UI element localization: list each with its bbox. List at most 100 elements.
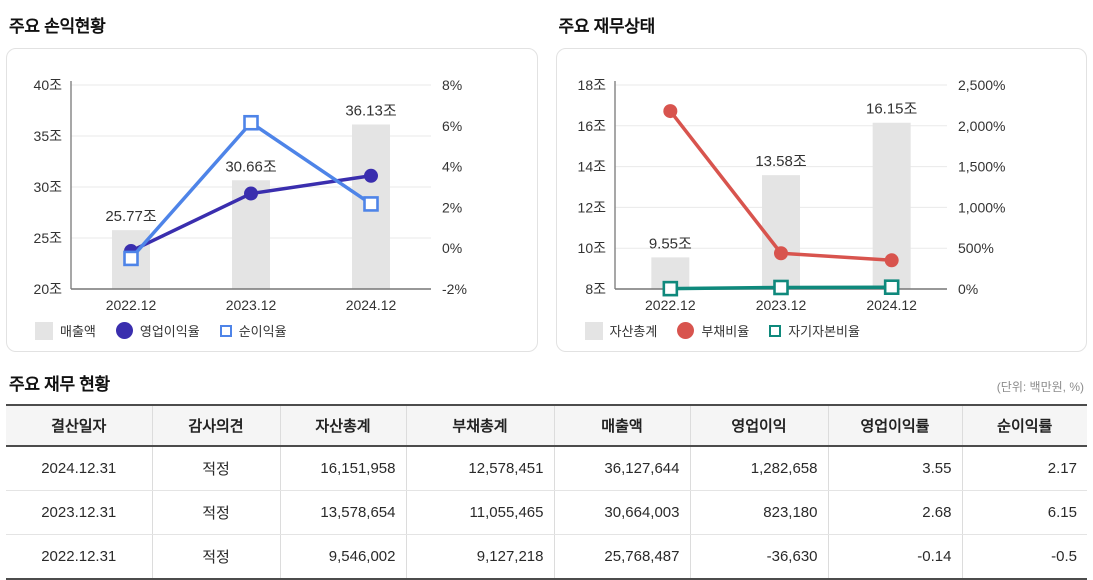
right-axis-tick-label: 0%	[442, 240, 462, 256]
table-row: 2023.12.31 적정 13,578,654 11,055,465 30,664,0…	[6, 490, 1087, 535]
table-cell: 2022.12.31	[6, 534, 152, 580]
circle-marker	[662, 104, 677, 119]
right-axis-tick-label: 8%	[442, 77, 462, 93]
table-header-cell: 영업이익	[689, 404, 828, 447]
table-cell: 36,127,644	[553, 446, 690, 491]
table-cell: -36,630	[689, 534, 828, 580]
left-axis-tick-label: 20조	[34, 281, 63, 297]
square-marker	[662, 280, 678, 297]
table-cell: 9,127,218	[405, 534, 554, 580]
profit-chart-card: 20조 25조 30조 35조 40조 -2% 0% 2% 4% 6% 8% 25.77조 30.66조…	[6, 48, 538, 352]
bar	[761, 175, 800, 289]
financial-chart-card: 8조 10조 12조 14조 16조 18조 0% 500% 1,000% 1,500% 2,000…	[555, 48, 1087, 352]
circle-marker-icon	[677, 322, 695, 339]
profit-combo-chart: 20조 25조 30조 35조 40조 -2% 0% 2% 4% 6% 8% 25.77조 30.66조…	[34, 77, 467, 313]
square-marker	[883, 279, 899, 295]
x-axis-tick-label: 2022.12	[645, 297, 696, 313]
financial-table-section: 주요 재무 현황 (단위: 백만원, %) 결산일자 감사의견 자산총계 부채총계 매출…	[0, 352, 1093, 580]
right-axis-tick-label: 1,000%	[958, 199, 1005, 215]
table-header-cell: 영업이익률	[827, 404, 962, 447]
square-marker	[243, 114, 259, 131]
legend-item-bar: 자산총계	[584, 321, 658, 340]
square-marker-icon	[769, 324, 782, 337]
bar-swatch-icon	[35, 321, 53, 340]
legend-item-bar: 매출액	[35, 321, 96, 340]
table-header-row: 주요 재무 현황 (단위: 백만원, %)	[6, 370, 1087, 404]
table-cell: 3.55	[827, 446, 962, 491]
legend-label: 자기자본비율	[788, 324, 860, 339]
table-header-cell: 자산총계	[279, 404, 406, 447]
x-axis-tick-label: 2024.12	[866, 297, 917, 313]
table-cell: 1,282,658	[689, 446, 828, 491]
table-cell: 2.68	[827, 490, 962, 535]
square-marker	[772, 279, 789, 296]
left-axis-tick-label: 35조	[34, 128, 63, 144]
table-title: 주요 재무 현황	[9, 375, 110, 394]
left-axis-tick-label: 16조	[577, 118, 606, 134]
table-cell: 6.15	[961, 490, 1087, 535]
circle-marker	[884, 253, 899, 268]
table-header-cell: 부채총계	[405, 404, 554, 447]
table-cell: 2024.12.31	[6, 446, 152, 491]
table-cell: 16,151,958	[279, 446, 406, 491]
legend-label: 영업이익율	[139, 324, 200, 339]
table-cell: 2.17	[961, 446, 1087, 491]
bar-value-label: 9.55조	[648, 235, 691, 252]
left-axis-tick-label: 40조	[34, 77, 63, 93]
table-cell: 13,578,654	[279, 490, 406, 535]
charts-row: 주요 손익현황 20조 25조 30조 35조 40조 -2% 0% 2% 4% 6% 8% 25.7…	[6, 10, 1087, 352]
circle-marker-icon	[115, 322, 133, 339]
table-cell: -0.5	[961, 534, 1087, 580]
financial-chart-title: 주요 재무상태	[558, 17, 656, 36]
legend-item-line: 부채비율	[677, 321, 749, 340]
legend-item-line: 자기자본비율	[769, 321, 860, 340]
table-header-cell: 순이익률	[961, 404, 1087, 447]
table-cell: 적정	[151, 490, 280, 535]
right-axis-tick-label: -2%	[442, 281, 467, 297]
legend-label: 부채비율	[701, 324, 750, 339]
table-cell: 25,768,487	[553, 534, 690, 580]
legend-item-line: 순이익율	[219, 321, 287, 340]
legend-label: 매출액	[60, 324, 96, 339]
left-axis-tick-label: 25조	[34, 230, 63, 246]
x-axis-tick-label: 2022.12	[106, 297, 157, 313]
table-cell: -0.14	[827, 534, 962, 580]
table-body: 2024.12.31 적정 16,151,958 12,578,451 36,127,6…	[6, 446, 1087, 580]
left-axis-tick-label: 8조	[585, 281, 606, 297]
table-header-cell: 감사의견	[151, 404, 280, 447]
square-marker	[363, 196, 379, 212]
right-axis-tick-label: 2,500%	[958, 77, 1005, 93]
table-header-cell: 결산일자	[6, 404, 152, 447]
right-axis-tick-label: 4%	[442, 159, 462, 175]
table-cell: 2023.12.31	[6, 490, 152, 535]
profit-chart-section: 주요 손익현황 20조 25조 30조 35조 40조 -2% 0% 2% 4% 6% 8% 25.7…	[6, 10, 538, 352]
unit-note: (단위: 백만원, %)	[996, 380, 1084, 394]
right-axis-tick-label: 6%	[442, 118, 462, 134]
left-axis-tick-label: 12조	[577, 199, 606, 215]
table-cell: 적정	[151, 446, 280, 491]
bar-value-label: 16.15조	[865, 101, 917, 118]
circle-marker	[773, 246, 788, 261]
bar-value-label: 13.58조	[755, 153, 807, 170]
right-axis-tick-label: 2%	[442, 199, 462, 215]
table-head-row: 결산일자 감사의견 자산총계 부채총계 매출액 영업이익 영업이익률 순이익률	[6, 404, 1087, 447]
legend-label: 순이익율	[238, 324, 287, 339]
table-cell: 9,546,002	[279, 534, 406, 580]
table-cell: 30,664,003	[553, 490, 690, 535]
bar-value-label: 25.77조	[105, 208, 157, 225]
table-row: 2022.12.31 적정 9,546,002 9,127,218 25,768,487…	[6, 534, 1087, 580]
left-axis-tick-label: 14조	[577, 159, 606, 175]
bar-value-label: 36.13조	[345, 102, 397, 119]
legend-label: 자산총계	[609, 324, 658, 339]
x-axis-tick-label: 2024.12	[346, 297, 397, 313]
right-axis-tick-label: 500%	[958, 240, 994, 256]
left-axis-tick-label: 10조	[577, 240, 606, 256]
bar-swatch-icon	[584, 321, 603, 340]
right-axis-tick-label: 2,000%	[958, 118, 1005, 134]
table-cell: 12,578,451	[405, 446, 554, 491]
bar-value-label: 30.66조	[225, 158, 277, 175]
circle-marker	[364, 168, 378, 183]
x-axis-tick-label: 2023.12	[755, 297, 806, 313]
financial-combo-chart: 8조 10조 12조 14조 16조 18조 0% 500% 1,000% 1,500% 2,000…	[577, 77, 1005, 313]
legend-item-line: 영업이익율	[115, 321, 200, 340]
